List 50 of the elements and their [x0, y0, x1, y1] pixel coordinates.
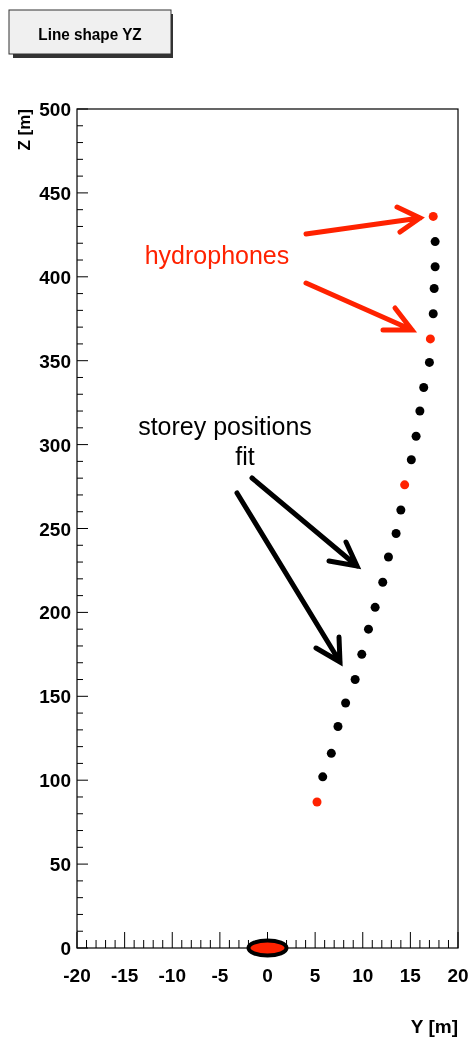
x-tick-label: 10: [352, 965, 374, 986]
point: [425, 334, 435, 344]
y-tick-label: 0: [60, 938, 71, 959]
y-tick-label: 250: [39, 518, 71, 540]
point: [391, 529, 401, 539]
point: [396, 505, 406, 515]
point: [406, 455, 416, 465]
point: [326, 748, 336, 758]
point: [318, 772, 328, 782]
point: [429, 284, 439, 294]
point: [424, 357, 434, 367]
y-axis-title: Z [m]: [15, 109, 34, 151]
point: [411, 431, 421, 441]
point: [415, 406, 425, 416]
y-tick-label: 500: [39, 99, 71, 120]
x-tick-label: -10: [158, 965, 186, 986]
y-tick-label: 50: [49, 854, 71, 876]
y-tick-label: 100: [39, 770, 71, 792]
annotation: hydrophones: [144, 241, 290, 269]
point: [363, 624, 373, 634]
annotation: storey positions fit: [138, 412, 312, 470]
x-tick-label: -20: [63, 965, 91, 986]
point: [312, 797, 322, 807]
point: [350, 675, 360, 685]
x-tick-label: 20: [447, 965, 469, 986]
chart-title: Line shape YZ: [38, 24, 142, 44]
y-tick-label: 300: [39, 434, 71, 456]
y-tick-label: 350: [39, 350, 71, 372]
point: [400, 480, 410, 490]
x-tick-label: 0: [262, 965, 273, 986]
y-tick-label: 200: [39, 602, 71, 624]
x-tick-label: 15: [399, 965, 422, 986]
point: [428, 309, 438, 319]
point: [428, 211, 438, 221]
point: [333, 722, 343, 731]
y-tick-label: 450: [39, 182, 71, 204]
y-tick-label: 150: [39, 686, 71, 708]
point: [430, 262, 440, 272]
point: [378, 577, 388, 587]
x-tick-label: -5: [211, 965, 229, 986]
x-tick-label: 5: [309, 965, 321, 986]
point: [370, 602, 380, 612]
point: [383, 552, 393, 562]
x-tick-label: -15: [110, 965, 139, 986]
point: [419, 383, 429, 393]
x-axis-title: Y [m]: [410, 1016, 458, 1037]
y-tick-label: 400: [39, 266, 71, 288]
point: [357, 649, 367, 659]
point: [341, 698, 351, 708]
point: [430, 237, 440, 247]
